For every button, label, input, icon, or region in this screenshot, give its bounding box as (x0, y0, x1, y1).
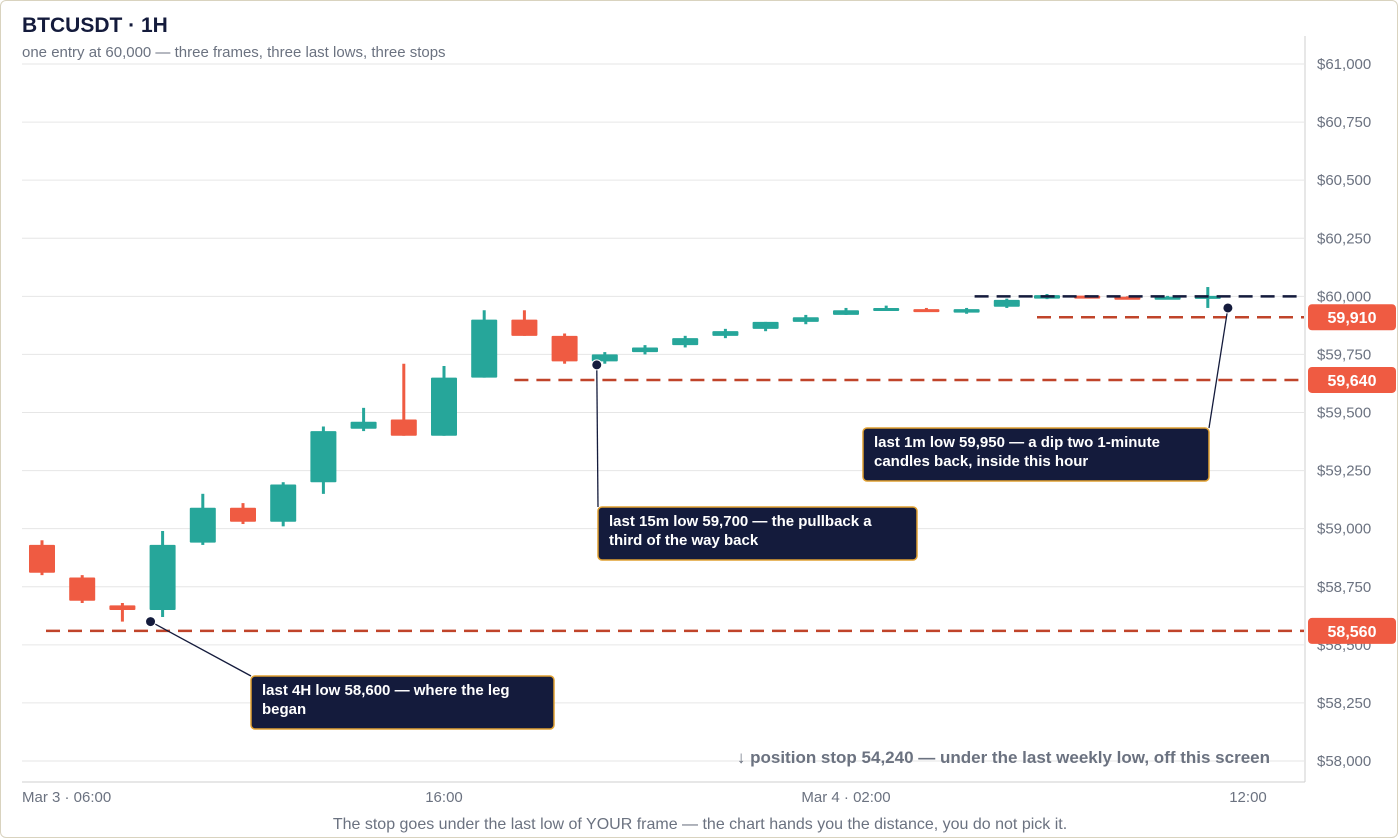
candle (913, 307, 940, 313)
stop-tag-label: 59,910 (1328, 310, 1377, 327)
y-tick-label: $59,500 (1317, 405, 1371, 422)
candle-body (69, 577, 96, 601)
candle (752, 321, 779, 332)
candle-body (873, 307, 900, 311)
candle-body (149, 544, 176, 610)
candle-body (833, 310, 859, 315)
callout-leader (596, 364, 599, 508)
candle-body (672, 338, 699, 346)
candle (390, 363, 417, 436)
callout-text: last 15m low 59,700 — the pullback a thir… (609, 513, 872, 549)
callout-marker (1222, 302, 1234, 314)
candle-body (712, 331, 739, 336)
y-tick-label: $60,750 (1317, 114, 1371, 131)
callout-leader (1208, 307, 1229, 429)
candle (712, 328, 739, 339)
candle (511, 310, 538, 336)
y-tick-label: $60,250 (1317, 230, 1371, 247)
candle (471, 310, 498, 378)
candle (672, 335, 699, 348)
candle (29, 540, 55, 576)
stop-tag-label: 59,640 (1328, 373, 1377, 390)
candle-body (109, 605, 136, 610)
candle (792, 314, 819, 325)
y-tick-label: $60,500 (1317, 172, 1371, 189)
chart-subtitle: one entry at 60,000 — three frames, thre… (22, 44, 446, 61)
candle (69, 575, 96, 604)
candle-body (189, 507, 216, 543)
candle (431, 366, 457, 436)
callout-marker (591, 359, 603, 371)
candle (350, 407, 377, 432)
candle-body (230, 507, 256, 522)
candle (833, 307, 859, 315)
candle-body (792, 317, 819, 322)
candle-body (471, 319, 498, 378)
x-tick-label: Mar 4 · 02:00 (801, 789, 890, 806)
callout-text: last 4H low 58,600 — where the leg began (262, 682, 510, 718)
candle-body (310, 431, 337, 483)
candle (270, 482, 297, 527)
x-tick-label: 12:00 (1229, 789, 1267, 806)
candle-body (993, 299, 1020, 307)
candle-body (390, 419, 417, 436)
y-tick-label: $58,250 (1317, 695, 1371, 712)
candle-body (913, 309, 940, 313)
y-tick-label: $60,000 (1317, 288, 1371, 305)
candle-body (953, 309, 980, 313)
x-tick-label: 16:00 (425, 789, 463, 806)
y-tick-label: $59,750 (1317, 346, 1371, 363)
candle (149, 530, 176, 617)
callout-marker (145, 616, 157, 628)
candle (632, 345, 658, 355)
stop-tag (1308, 304, 1396, 331)
candle-body (350, 421, 377, 429)
y-tick-label: $58,000 (1317, 753, 1371, 770)
candle-body (29, 544, 55, 573)
candle-body (752, 321, 779, 329)
chart-title: BTCUSDT · 1H (22, 14, 168, 37)
candle (189, 493, 216, 545)
candle-body (431, 377, 457, 436)
offscreen-stop-note: ↓ position stop 54,240 — under the last … (737, 748, 1270, 767)
y-tick-label: $59,000 (1317, 521, 1371, 538)
chart-caption: The stop goes under the last low of YOUR… (332, 816, 1068, 833)
candle (230, 503, 256, 525)
x-tick-label: Mar 3 · 06:00 (22, 789, 111, 806)
stop-tag (1308, 366, 1396, 393)
callout-leader (150, 621, 252, 677)
stop-tag (1308, 617, 1396, 644)
candle-body (511, 319, 538, 336)
candle (109, 603, 136, 622)
candle (310, 426, 337, 494)
y-tick-label: $58,750 (1317, 579, 1371, 596)
candle (993, 298, 1020, 308)
callout-1m (862, 427, 1210, 482)
callout-text: last 1m low 59,950 — a dip two 1-minute c… (874, 434, 1160, 470)
candle (873, 305, 900, 311)
callout-15m (597, 506, 918, 561)
callout-4h (250, 675, 555, 730)
candle (953, 307, 980, 314)
candle-body (270, 484, 297, 522)
candle-body (551, 335, 578, 362)
y-tick-label: $61,000 (1317, 56, 1371, 73)
stop-tag-label: 58,560 (1328, 624, 1377, 641)
candle (551, 333, 578, 364)
candle-body (632, 347, 658, 353)
y-tick-label: $59,250 (1317, 463, 1371, 480)
